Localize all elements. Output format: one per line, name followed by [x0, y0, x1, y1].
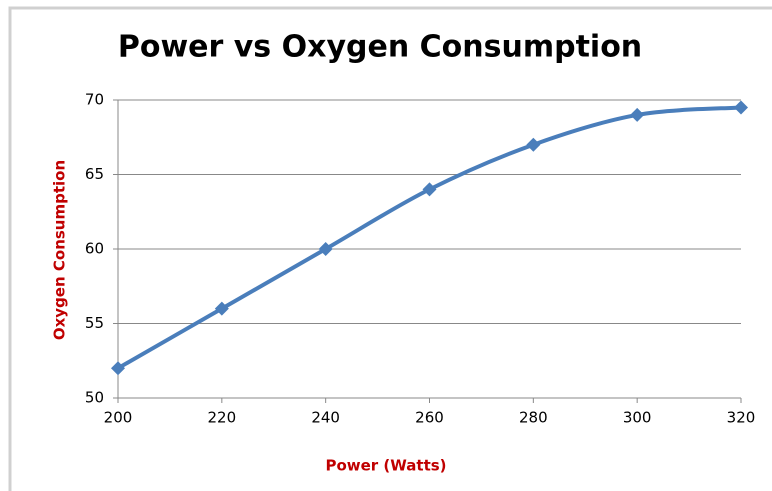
marker [630, 107, 645, 122]
y-tick-label: 65 [85, 165, 104, 183]
x-tick-label: 320 [727, 409, 756, 427]
marker [422, 182, 437, 197]
x-tick-label: 220 [208, 409, 237, 427]
x-tick-label: 300 [623, 409, 652, 427]
x-tick-label: 280 [519, 409, 548, 427]
y-tick-label: 60 [85, 240, 104, 258]
x-axis-label: Power (Watts) [325, 457, 446, 475]
marker [111, 361, 125, 376]
marker [526, 137, 541, 152]
x-tick-label: 260 [415, 409, 444, 427]
y-tick-label: 50 [85, 389, 104, 407]
x-tick-label: 200 [104, 409, 133, 427]
y-tick-label: 55 [85, 314, 104, 332]
marker [214, 301, 229, 316]
chart-title: Power vs Oxygen Consumption [118, 30, 642, 65]
x-tick-label: 240 [311, 409, 340, 427]
y-axis-label: Oxygen Consumption [51, 160, 69, 340]
marker [734, 100, 748, 115]
y-tick-label: 70 [85, 91, 104, 109]
marker [318, 242, 333, 256]
